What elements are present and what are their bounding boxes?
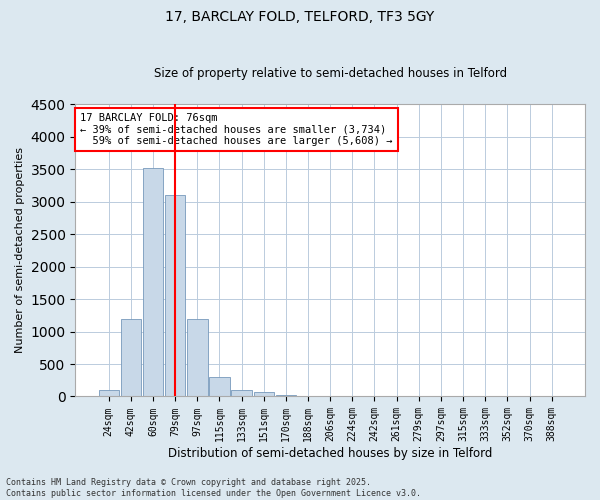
Title: Size of property relative to semi-detached houses in Telford: Size of property relative to semi-detach… xyxy=(154,66,507,80)
Bar xyxy=(232,390,252,396)
X-axis label: Distribution of semi-detached houses by size in Telford: Distribution of semi-detached houses by … xyxy=(168,447,493,460)
Text: 17, BARCLAY FOLD, TELFORD, TF3 5GY: 17, BARCLAY FOLD, TELFORD, TF3 5GY xyxy=(166,10,434,24)
Bar xyxy=(254,392,274,396)
Bar xyxy=(98,390,119,396)
Bar xyxy=(276,395,296,396)
Text: Contains HM Land Registry data © Crown copyright and database right 2025.
Contai: Contains HM Land Registry data © Crown c… xyxy=(6,478,421,498)
Bar xyxy=(209,377,230,396)
Bar xyxy=(121,318,141,396)
Bar xyxy=(165,195,185,396)
Text: 17 BARCLAY FOLD: 76sqm
← 39% of semi-detached houses are smaller (3,734)
  59% o: 17 BARCLAY FOLD: 76sqm ← 39% of semi-det… xyxy=(80,113,393,146)
Y-axis label: Number of semi-detached properties: Number of semi-detached properties xyxy=(15,148,25,354)
Bar xyxy=(187,318,208,396)
Bar xyxy=(143,168,163,396)
